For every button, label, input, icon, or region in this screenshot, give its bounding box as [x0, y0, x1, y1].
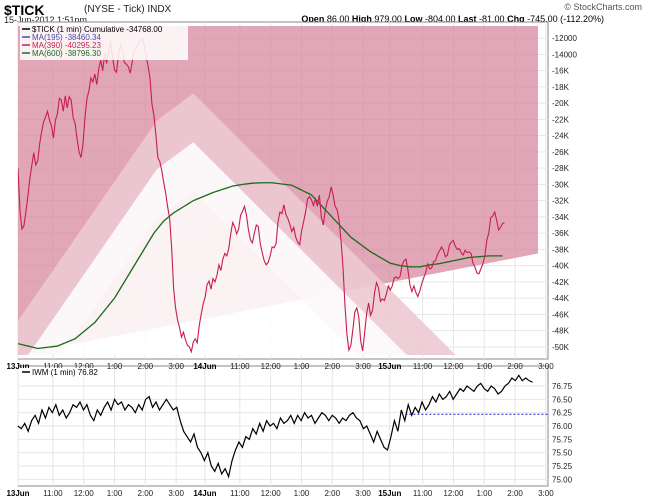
- low-value: -804.00: [424, 14, 456, 24]
- main-y-tick-label: -32K: [552, 197, 570, 206]
- main-x-tick-label: 2:00: [507, 362, 523, 371]
- main-y-tick-label: -50K: [552, 343, 570, 352]
- iwm-x-tick-label: 1:00: [107, 489, 123, 498]
- main-y-tick-label: -48K: [552, 327, 570, 336]
- high-label: High: [351, 14, 372, 24]
- tick-cumulative-line: [18, 38, 505, 354]
- stockcharts-logo: © StockCharts.com: [564, 2, 642, 12]
- main-x-tick-label: 3:00: [538, 362, 554, 371]
- iwm-y-tick-label: 76.50: [552, 395, 573, 404]
- iwm-x-tick-label: 12:00: [261, 489, 282, 498]
- iwm-y-tick-label: 76.00: [552, 422, 573, 431]
- main-x-tick-label: 15Jun: [378, 362, 401, 371]
- iwm-x-tick-label: 15Jun: [378, 489, 401, 498]
- iwm-y-tick-label: 76.25: [552, 409, 573, 418]
- iwm-x-tick-label: 2:00: [507, 489, 523, 498]
- iwm-x-tick-label: 2:00: [138, 489, 154, 498]
- main-x-tick-label: 2:00: [324, 362, 340, 371]
- chg-label: Chg: [507, 14, 525, 24]
- iwm-legend-box: [20, 368, 106, 377]
- iwm-y-tick-label: 75.00: [552, 475, 573, 484]
- main-x-tick-label: 11:00: [413, 362, 433, 371]
- iwm-x-tick-label: 11:00: [413, 489, 433, 498]
- last-label: Last: [458, 14, 477, 24]
- main-x-tick-label: 14Jun: [193, 362, 216, 371]
- legend-box: [20, 24, 188, 60]
- iwm-x-tick-label: 3:00: [355, 489, 371, 498]
- iwm-x-tick-label: 2:00: [324, 489, 340, 498]
- iwm-x-tick-label: 1:00: [294, 489, 310, 498]
- iwm-x-tick-label: 3:00: [168, 489, 184, 498]
- main-x-tick-label: 1:00: [294, 362, 310, 371]
- legend-entry: MA(600) -38796.30: [32, 49, 101, 58]
- iwm-y-tick-label: 75.75: [552, 435, 573, 444]
- iwm-y-tick-label: 76.75: [552, 382, 573, 391]
- last-value: -81.00: [479, 14, 505, 24]
- main-x-tick-label: 12:00: [261, 362, 282, 371]
- main-y-tick-label: -36K: [552, 229, 570, 238]
- chart-symbol: $TICK: [4, 2, 45, 18]
- iwm-legend-entry: IWM (1 min) 76.82: [32, 368, 98, 377]
- iwm-x-tick-label: 12:00: [443, 489, 464, 498]
- open-label: Open: [301, 14, 325, 24]
- main-y-tick-label: -46K: [552, 310, 570, 319]
- main-y-tick-label: -12000: [552, 34, 577, 43]
- main-plot-group: [18, 26, 538, 356]
- main-y-tick-label: -16K: [552, 67, 570, 76]
- main-x-tick-label: 13Jun: [6, 362, 29, 371]
- main-y-tick-label: -40K: [552, 262, 570, 271]
- main-y-tick-label: -26K: [552, 148, 570, 157]
- high-value: 979.00: [374, 14, 402, 24]
- main-y-tick-label: -44K: [552, 294, 570, 303]
- iwm-x-tick-label: 12:00: [74, 489, 95, 498]
- iwm-x-tick-label: 3:00: [538, 489, 554, 498]
- main-y-tick-label: -18K: [552, 83, 570, 92]
- open-value: 86.00: [326, 14, 350, 24]
- main-y-tick-label: -24K: [552, 132, 570, 141]
- iwm-x-tick-label: 11:00: [230, 489, 250, 498]
- main-y-tick-label: -22K: [552, 115, 570, 124]
- main-x-tick-label: 1:00: [107, 362, 123, 371]
- main-y-tick-label: -34K: [552, 213, 570, 222]
- main-x-tick-label: 1:00: [476, 362, 492, 371]
- legend-entry: MA(195) -38460.34: [32, 33, 101, 42]
- main-x-tick-label: 2:00: [138, 362, 154, 371]
- chart-date: 15-Jun-2012 1:51pm: [4, 15, 88, 25]
- iwm-x-tick-label: 13Jun: [6, 489, 29, 498]
- main-x-tick-label: 12:00: [74, 362, 95, 371]
- iwm-x-tick-label: 11:00: [43, 489, 63, 498]
- main-y-tick-label: -38K: [552, 245, 570, 254]
- main-x-tick-label: 3:00: [355, 362, 371, 371]
- legend-entry: $TICK (1 min) Cumulative -34768.00: [32, 25, 163, 34]
- main-x-tick-label: 11:00: [43, 362, 63, 371]
- iwm-y-tick-label: 75.50: [552, 449, 573, 458]
- iwm-price-line: [17, 374, 533, 479]
- low-label: Low: [404, 14, 423, 24]
- chart-subtitle: (NYSE - Tick) INDX: [84, 4, 172, 15]
- main-x-tick-label: 11:00: [230, 362, 250, 371]
- main-y-tick-label: -20K: [552, 99, 570, 108]
- ma600-line: [18, 182, 503, 350]
- main-y-tick-label: -42K: [552, 278, 570, 287]
- main-y-tick-label: -14000: [552, 50, 577, 59]
- main-x-tick-label: 12:00: [443, 362, 464, 371]
- main-x-tick-label: 3:00: [168, 362, 184, 371]
- iwm-x-tick-label: 1:00: [476, 489, 492, 498]
- iwm-y-tick-label: 75.25: [552, 462, 573, 471]
- legend-entry: MA(390) -40295.23: [32, 41, 101, 50]
- main-y-tick-label: -30K: [552, 180, 570, 189]
- main-y-tick-label: -28K: [552, 164, 570, 173]
- ohlc-readout: Open 86.00 High 979.00 Low -804.00 Last …: [301, 14, 604, 24]
- chg-value: -745.00 (-112.20%): [527, 14, 604, 24]
- iwm-x-tick-label: 14Jun: [193, 489, 216, 498]
